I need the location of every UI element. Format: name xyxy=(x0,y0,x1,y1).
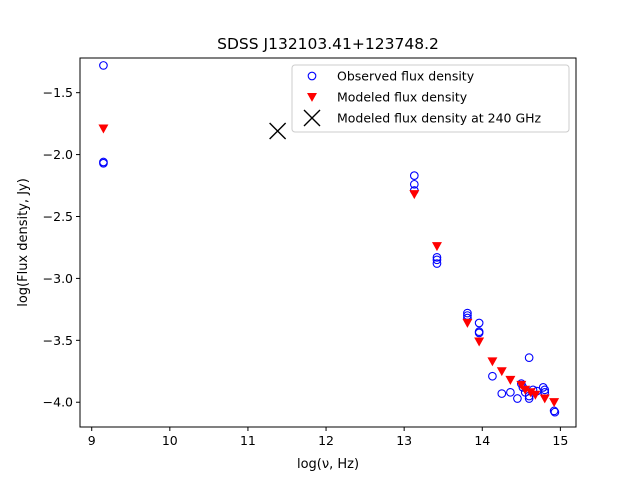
legend-label: Observed flux density xyxy=(337,69,475,84)
x-tick-label: 14 xyxy=(474,433,490,448)
data-point xyxy=(524,353,534,363)
y-axis-ticks: −4.0 −3.5 −3.0 −2.5 −2.0 −1.5 xyxy=(43,85,80,410)
x-tick-label: 10 xyxy=(162,433,178,448)
legend-box xyxy=(291,64,570,133)
data-point xyxy=(431,242,442,252)
data-point xyxy=(516,380,527,390)
data-point xyxy=(409,190,420,200)
y-tick-label: −3.0 xyxy=(43,271,73,286)
data-point xyxy=(98,124,109,134)
data-point xyxy=(487,357,498,367)
data-point xyxy=(538,383,548,392)
legend-entry: Observed flux density xyxy=(307,69,475,84)
data-point xyxy=(488,371,497,381)
data-point xyxy=(513,394,522,403)
y-tick-label: −3.5 xyxy=(43,333,73,348)
series-1 xyxy=(98,124,560,408)
data-point xyxy=(539,394,550,404)
data-point xyxy=(474,328,484,338)
x-axis-label: log(ν, Hz) xyxy=(297,457,359,472)
y-tick-label: −1.5 xyxy=(43,85,73,100)
legend-marker xyxy=(303,109,321,127)
x-tick-label: 11 xyxy=(240,433,256,448)
data-markers xyxy=(98,61,560,417)
legend-entry: Modeled flux density xyxy=(307,90,468,105)
data-point xyxy=(496,367,507,377)
legend: Observed flux density Modeled flux densit… xyxy=(291,64,570,133)
legend-entry: Modeled flux density at 240 GHz xyxy=(303,109,542,127)
data-point xyxy=(474,337,485,347)
y-axis-label: log(Flux density, Jy) xyxy=(16,178,31,307)
legend-label: Modeled flux density xyxy=(337,90,468,105)
data-point xyxy=(474,318,484,328)
y-tick-label: −4.0 xyxy=(43,395,73,410)
data-point xyxy=(432,255,442,265)
legend-marker xyxy=(307,71,317,81)
x-tick-label: 12 xyxy=(318,433,334,448)
data-point xyxy=(550,407,560,417)
data-point xyxy=(269,122,287,140)
data-point xyxy=(497,389,507,398)
data-point xyxy=(432,259,442,268)
x-tick-label: 13 xyxy=(396,433,412,448)
x-axis-ticks: 9 10 11 12 13 14 15 xyxy=(88,427,568,448)
data-point xyxy=(505,375,516,385)
data-point xyxy=(549,398,560,408)
data-point xyxy=(540,385,550,395)
data-point xyxy=(409,171,419,180)
data-point xyxy=(463,308,472,318)
data-point xyxy=(530,390,541,400)
data-point xyxy=(462,318,473,328)
data-point xyxy=(524,394,534,403)
x-tick-label: 9 xyxy=(88,433,96,448)
data-point xyxy=(409,179,419,189)
data-point xyxy=(432,253,442,262)
legend-label: Modeled flux density at 240 GHz xyxy=(337,111,542,126)
data-point xyxy=(506,387,515,397)
data-point xyxy=(99,158,108,168)
data-point xyxy=(99,61,108,70)
y-tick-label: −2.5 xyxy=(43,209,73,224)
x-tick-label: 15 xyxy=(552,433,568,448)
series-2 xyxy=(269,122,287,140)
plot-frame xyxy=(79,57,577,428)
chart-title: SDSS J132103.41+123748.2 xyxy=(217,35,439,53)
legend-marker xyxy=(307,92,317,102)
y-tick-label: −2.0 xyxy=(43,147,73,162)
